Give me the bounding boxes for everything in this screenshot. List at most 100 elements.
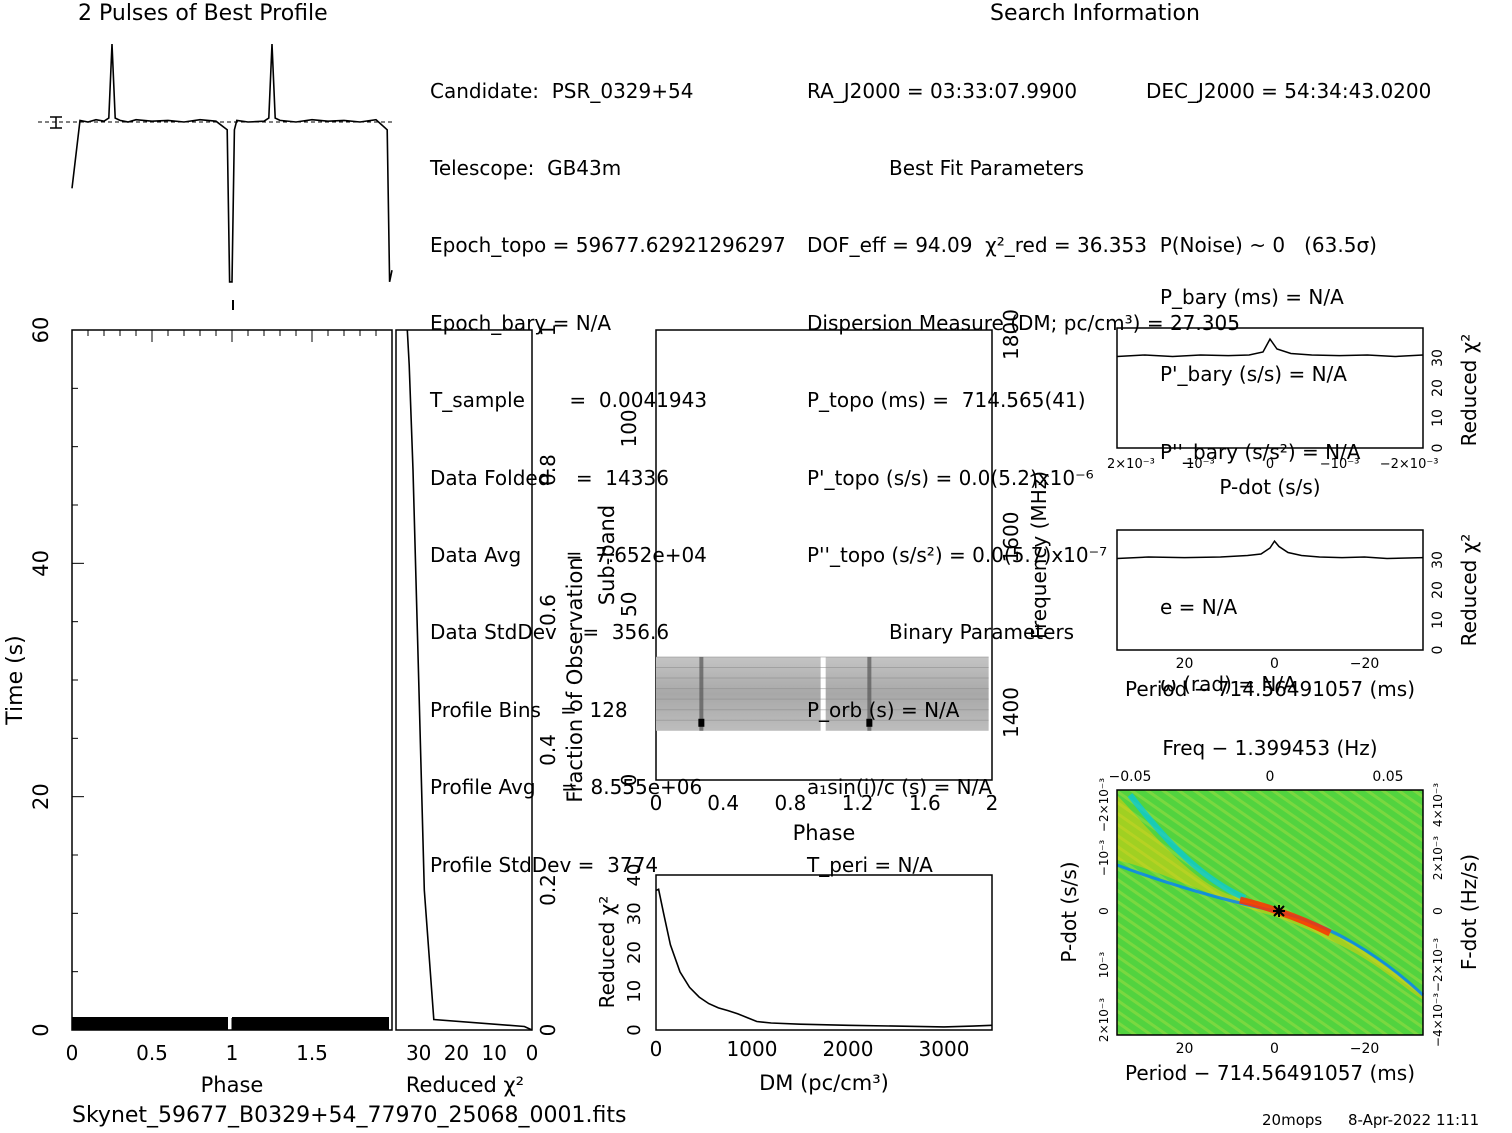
pdot-period-y2-tick-label: −2×10⁻³ <box>1431 938 1445 992</box>
pdot-period-image <box>1117 790 1423 1035</box>
period-chi2-panel <box>1116 529 1424 651</box>
epoch-topo-line: Epoch_topo = 59677.62921296297 <box>430 233 786 258</box>
time-chi2-line <box>406 329 533 1031</box>
time-chi2-y-tick-label: 0.2 <box>536 874 560 906</box>
pdot-chi2-frame <box>1116 327 1424 449</box>
pdot-period-panel <box>1116 789 1425 1036</box>
subband-x-tick-label: 0 <box>650 791 663 815</box>
subband-pulse <box>867 656 872 731</box>
time-chi2-ylabel: Fraction of Observation <box>563 557 587 802</box>
profile-errorbar <box>50 116 62 129</box>
time-chi2-panel <box>395 329 533 1031</box>
time-phase-y-tick-label: 0 <box>29 1023 53 1036</box>
data-stddev-line: Data StdDev = 356.6 <box>430 620 670 645</box>
pdot-period-top-tick-label: 0.05 <box>1372 769 1403 785</box>
plot-date: 8-Apr-2022 11:11 <box>1348 1111 1480 1129</box>
ra-line: RA_J2000 = 03:33:07.9900 <box>807 78 1078 103</box>
time-phase-xlabel: Phase <box>201 1073 264 1097</box>
subband-y-tick-label: 50 <box>617 591 641 616</box>
dm-chi2-xlabel: DM (pc/cm³) <box>759 1071 889 1095</box>
time-chi2-y-tick-label: 0 <box>536 1024 560 1037</box>
dm-chi2-y-tick-label: 0 <box>624 1024 645 1035</box>
pdot-chi2-y-tick-label: 0 <box>1430 444 1446 453</box>
pdot-period-top-tick-label: −0.05 <box>1109 769 1152 785</box>
candidate-info: Candidate: PSR_0329+54 Telescope: GB43m … <box>430 27 786 904</box>
subband-y-tick-label: 100 <box>617 409 641 447</box>
pdot-chi2-y-tick-label: 20 <box>1430 379 1446 397</box>
dm-chi2-y-tick-label: 40 <box>624 864 645 887</box>
time-chi2-x-tick-label: 0 <box>526 1041 539 1065</box>
time-phase-x-tick-label: 1 <box>226 1041 239 1065</box>
pdot-period-title: Freq − 1.399453 (Hz) <box>1162 736 1377 760</box>
pdot-period-x-tick-label: 0 <box>1270 1041 1279 1057</box>
dm-chi2-line-layer <box>655 888 993 1028</box>
time-chi2-y-tick-label: 1 <box>536 324 560 337</box>
time-phase-band-2 <box>232 1017 389 1030</box>
dm-chi2-panel <box>655 874 993 1031</box>
pdot-chi2-x-tick-label: −10⁻³ <box>1320 457 1360 472</box>
profile-avg-line: Profile Avg = 8.555e+06 <box>430 775 703 800</box>
time-chi2-xlabel: Reduced χ² <box>406 1073 524 1097</box>
subband-y2-tick-label: 1600 <box>999 512 1023 563</box>
subband-x-tick-label: 0.4 <box>707 791 739 815</box>
dm-chi2-y-tick-label: 30 <box>624 902 645 925</box>
pdot-period-x-tick-label: −20 <box>1350 1041 1380 1057</box>
ecc-line: e = N/A <box>1160 594 1238 619</box>
profile-line <box>71 43 393 283</box>
dm-chi2-x-tick-label: 3000 <box>919 1037 970 1061</box>
pdot-period-best-fit <box>1273 905 1285 917</box>
subband-panel <box>655 329 993 781</box>
telescope-line: Telescope: GB43m <box>430 155 622 180</box>
subband-x-tick-label: 0.8 <box>774 791 806 815</box>
time-phase-y-tick-label: 40 <box>29 550 53 577</box>
pdot-period-xlabel: Period − 714.56491057 (ms) <box>1125 1061 1415 1085</box>
pdot-period-y-tick-label: −2×10⁻³ <box>1097 778 1111 832</box>
pdot-chi2-ylabel: Reduced χ² <box>1457 334 1481 447</box>
time-chi2-y-tick-label: 0.4 <box>536 734 560 766</box>
dof-line: DOF_eff = 94.09 χ²_red = 36.353 P(Noise)… <box>807 233 1377 258</box>
program-name: 20mops <box>1262 1111 1323 1129</box>
pdot-period-y2-tick-label: 0 <box>1431 907 1445 915</box>
period-chi2-x-tick-label: −20 <box>1350 656 1380 672</box>
profile-panel <box>38 43 395 310</box>
best-fit-heading: Best Fit Parameters <box>889 155 1084 180</box>
subband-y-tick-label: 0 <box>617 774 641 787</box>
pdot-period-x-tick-label: 20 <box>1176 1041 1194 1057</box>
pddot-topo-line: P''_topo (s/s²) = 0.0(5.7)x10⁻⁷ <box>807 542 1108 567</box>
pdot-chi2-xlabel: P-dot (s/s) <box>1219 475 1320 499</box>
subband-band-2 <box>825 656 989 731</box>
search-title: Search Information <box>990 1 1200 26</box>
time-phase-ticks-layer <box>71 329 393 1031</box>
pdot-period-y-tick-label: 0 <box>1097 907 1111 915</box>
omega-line: ω (rad) = N/A <box>1160 671 1297 696</box>
dm-chi2-y-tick-label: 10 <box>624 980 645 1003</box>
subband-y2label: Frequency (MHz) <box>1027 471 1051 639</box>
time-chi2-y-tick-label: 0.6 <box>536 594 560 626</box>
dm-chi2-x-tick-label: 1000 <box>727 1037 778 1061</box>
pdot-chi2-line <box>1116 337 1424 358</box>
pdot-chi2-x-tick-label: 0 <box>1266 457 1274 472</box>
time-phase-panel <box>71 329 393 1031</box>
pdot-chi2-y-tick-label: 30 <box>1430 349 1446 367</box>
subband-band-1 <box>656 656 821 731</box>
period-chi2-line <box>1116 539 1424 560</box>
period-chi2-x-tick-label: 20 <box>1176 656 1194 672</box>
time-chi2-y-tick-label: 0.8 <box>536 454 560 486</box>
data-avg-line: Data Avg = 7.652e+04 <box>430 542 707 567</box>
pddot-bary-line: P''_bary (s/s²) = N/A <box>1160 439 1361 464</box>
subband-pulse-core <box>866 718 873 727</box>
time-phase-y-tick-label: 60 <box>29 317 53 344</box>
subband-y2-tick-label: 1400 <box>999 687 1023 738</box>
pdot-period-y-tick-label: −10⁻³ <box>1097 840 1111 877</box>
period-chi2-xlabel: Period − 714.56491057 (ms) <box>1125 677 1415 701</box>
dm-chi2-x-tick-label: 0 <box>650 1037 663 1061</box>
subband-x-tick-label: 1.2 <box>842 791 874 815</box>
subband-pulse-core <box>698 718 705 727</box>
profile-bins-line: Profile Bins = 128 <box>430 697 628 722</box>
time-phase-x-tick-label: 1.5 <box>296 1041 328 1065</box>
pdot-period-y2label: F-dot (Hz/s) <box>1457 854 1481 970</box>
search-info: RA_J2000 = 03:33:07.9900 Best Fit Parame… <box>807 27 1377 904</box>
subband-ylabel: Sub-band <box>595 505 619 605</box>
